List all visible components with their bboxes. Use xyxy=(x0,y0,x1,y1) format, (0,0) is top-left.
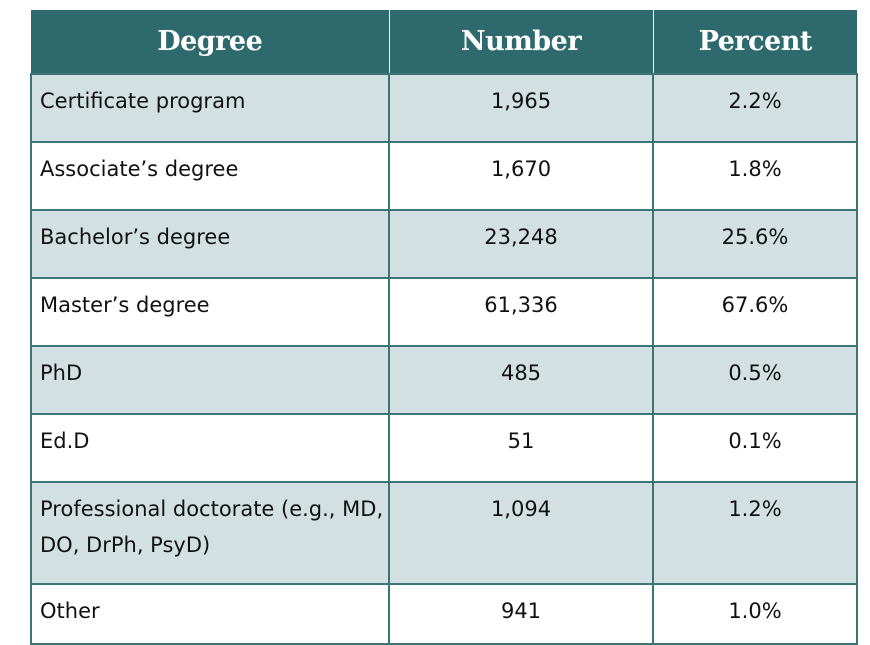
degree-label: Professional doctorate (e.g., MD, DO, Dr… xyxy=(40,497,384,557)
number-cell: 941 xyxy=(388,583,654,645)
table-row: Bachelor’s degree 23,248 25.6% xyxy=(30,209,858,279)
number-cell: 1,094 xyxy=(388,481,654,585)
degree-cell: Ed.D xyxy=(30,413,390,483)
number-value: 1,670 xyxy=(490,157,552,181)
percent-cell: 0.1% xyxy=(652,413,858,483)
percent-cell: 1.2% xyxy=(652,481,858,585)
number-value: 51 xyxy=(507,429,535,453)
number-cell: 51 xyxy=(388,413,654,483)
percent-value: 1.8% xyxy=(728,157,782,181)
percent-value: 1.2% xyxy=(728,497,782,521)
degree-cell: Bachelor’s degree xyxy=(30,209,390,279)
percent-cell: 2.2% xyxy=(652,73,858,143)
number-value: 1,965 xyxy=(490,89,552,113)
degree-label: Certificate program xyxy=(40,89,246,113)
percent-value: 2.2% xyxy=(728,89,782,113)
number-value: 61,336 xyxy=(484,293,558,317)
number-value: 485 xyxy=(500,361,542,385)
percent-value: 67.6% xyxy=(721,293,789,317)
percent-cell: 1.0% xyxy=(652,583,858,645)
degree-label: Master’s degree xyxy=(40,293,210,317)
degree-table-container: Degree Number Percent Certificate progra… xyxy=(30,10,858,645)
table-row: PhD 485 0.5% xyxy=(30,345,858,415)
table-row: Professional doctorate (e.g., MD, DO, Dr… xyxy=(30,481,858,585)
degree-cell: Associate’s degree xyxy=(30,141,390,211)
number-value: 23,248 xyxy=(484,225,558,249)
percent-cell: 25.6% xyxy=(652,209,858,279)
number-cell: 23,248 xyxy=(388,209,654,279)
percent-cell: 67.6% xyxy=(652,277,858,347)
degree-table: Degree Number Percent Certificate progra… xyxy=(30,10,858,645)
number-cell: 61,336 xyxy=(388,277,654,347)
number-cell: 485 xyxy=(388,345,654,415)
degree-cell: Master’s degree xyxy=(30,277,390,347)
number-value: 1,094 xyxy=(490,497,552,521)
table-row: Associate’s degree 1,670 1.8% xyxy=(30,141,858,211)
percent-cell: 1.8% xyxy=(652,141,858,211)
header-percent: Percent xyxy=(653,10,857,74)
table-header-row: Degree Number Percent xyxy=(31,10,857,74)
number-cell: 1,965 xyxy=(388,73,654,143)
degree-cell: Professional doctorate (e.g., MD, DO, Dr… xyxy=(30,481,390,585)
header-number: Number xyxy=(389,10,654,74)
table-row: Master’s degree 61,336 67.6% xyxy=(30,277,858,347)
number-cell: 1,670 xyxy=(388,141,654,211)
table-row: Ed.D 51 0.1% xyxy=(30,413,858,483)
table-row: Other 941 1.0% xyxy=(30,583,858,645)
degree-cell: Certificate program xyxy=(30,73,390,143)
degree-label: Ed.D xyxy=(40,429,90,453)
table-row: Certificate program 1,965 2.2% xyxy=(30,73,858,143)
percent-value: 0.5% xyxy=(728,361,782,385)
percent-value: 1.0% xyxy=(728,599,782,623)
header-degree: Degree xyxy=(31,10,390,74)
number-value: 941 xyxy=(500,599,542,623)
degree-label: Bachelor’s degree xyxy=(40,225,231,249)
percent-value: 25.6% xyxy=(721,225,789,249)
degree-label: PhD xyxy=(40,361,83,385)
degree-cell: PhD xyxy=(30,345,390,415)
degree-label: Associate’s degree xyxy=(40,157,239,181)
degree-cell: Other xyxy=(30,583,390,645)
degree-label: Other xyxy=(40,599,100,623)
percent-cell: 0.5% xyxy=(652,345,858,415)
percent-value: 0.1% xyxy=(728,429,782,453)
